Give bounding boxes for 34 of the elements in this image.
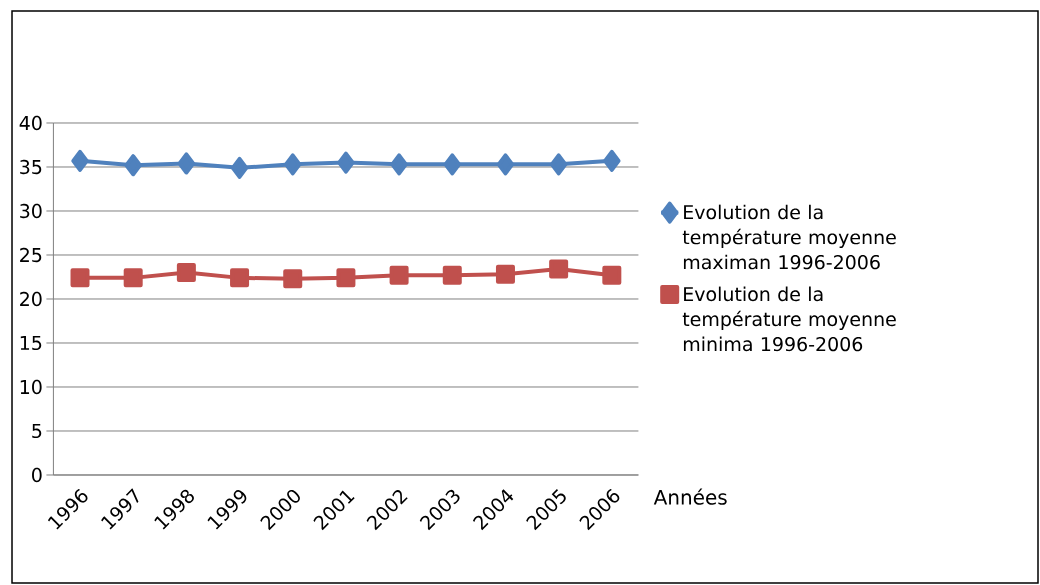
point: [337, 151, 355, 174]
y-tick-label: 35: [20, 159, 42, 175]
legend-label: Evolution de la température moyenne minima 1996-2006: [682, 286, 896, 352]
y-tick-label: 0: [32, 467, 42, 483]
y-tick-label: 5: [32, 423, 42, 439]
point: [177, 152, 196, 175]
point: [603, 149, 621, 172]
point: [124, 154, 142, 177]
point: [443, 153, 462, 176]
point: [390, 153, 408, 176]
point: [176, 263, 196, 283]
point: [230, 268, 250, 288]
point: [283, 153, 302, 176]
point: [70, 268, 90, 288]
y-tick-label: 30: [20, 203, 42, 219]
y-tick-label: 25: [20, 247, 42, 263]
y-tick-label: 40: [19, 115, 42, 131]
point: [123, 268, 143, 288]
point: [389, 265, 409, 285]
point: [549, 153, 568, 176]
y-tick-label: 10: [20, 379, 42, 395]
point: [549, 259, 569, 279]
y-tick-label: 20: [20, 291, 42, 307]
legend-label: Evolution de la température moyenne maximan 1996-2006: [682, 204, 896, 270]
point: [71, 149, 89, 172]
point: [496, 153, 515, 176]
y-tick-label: 15: [20, 335, 42, 351]
point: [495, 264, 515, 284]
point: [442, 265, 462, 285]
point: [336, 268, 356, 288]
point: [230, 156, 249, 179]
x-axis-title: Années: [653, 488, 727, 505]
point: [283, 269, 303, 289]
point: [602, 265, 622, 285]
